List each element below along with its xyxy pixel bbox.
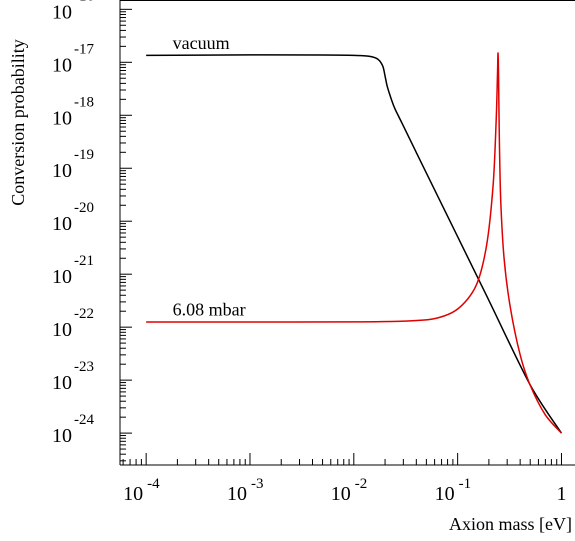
x-tick-label: 1 [556, 483, 566, 505]
annotations-layer: vacuum 6.08 mbar [173, 33, 246, 320]
annotation-mbar: 6.08 mbar [173, 300, 246, 320]
y-tick-label: 10-20 [52, 200, 94, 235]
y-axis-label: Conversion probability [8, 39, 28, 205]
y-tick-label: 10-23 [52, 359, 94, 394]
y-tick-label: 10-21 [52, 253, 94, 288]
y-axis-ticks: 10-16 10-17 10-18 10-19 10-20 10-21 10-22 10-23… [52, 0, 132, 462]
x-axis-label: Axion mass [eV] [449, 514, 572, 534]
y-tick-label: 10-18 [52, 94, 94, 129]
y-tick-label: 10-16 [52, 0, 94, 23]
x-tick-label: 10 -1 [435, 476, 472, 505]
series-line-mbar [146, 52, 563, 434]
x-tick-label: 10 -4 [123, 476, 160, 505]
annotation-vacuum: vacuum [173, 33, 230, 53]
plot-frame [119, 0, 575, 466]
x-tick-label: 10 -3 [227, 476, 263, 505]
series-line-vacuum [146, 54, 563, 434]
series-layer [146, 52, 563, 434]
x-axis-ticks: 10 -4 10 -3 10 -2 10 -1 1 [122, 453, 566, 505]
y-tick-label: 10-19 [52, 147, 94, 182]
y-tick-label: 10-17 [52, 41, 94, 76]
y-tick-label: 10-22 [52, 306, 94, 341]
y-tick-label: 10-24 [52, 412, 94, 447]
x-tick-label: 10 -2 [331, 476, 368, 505]
